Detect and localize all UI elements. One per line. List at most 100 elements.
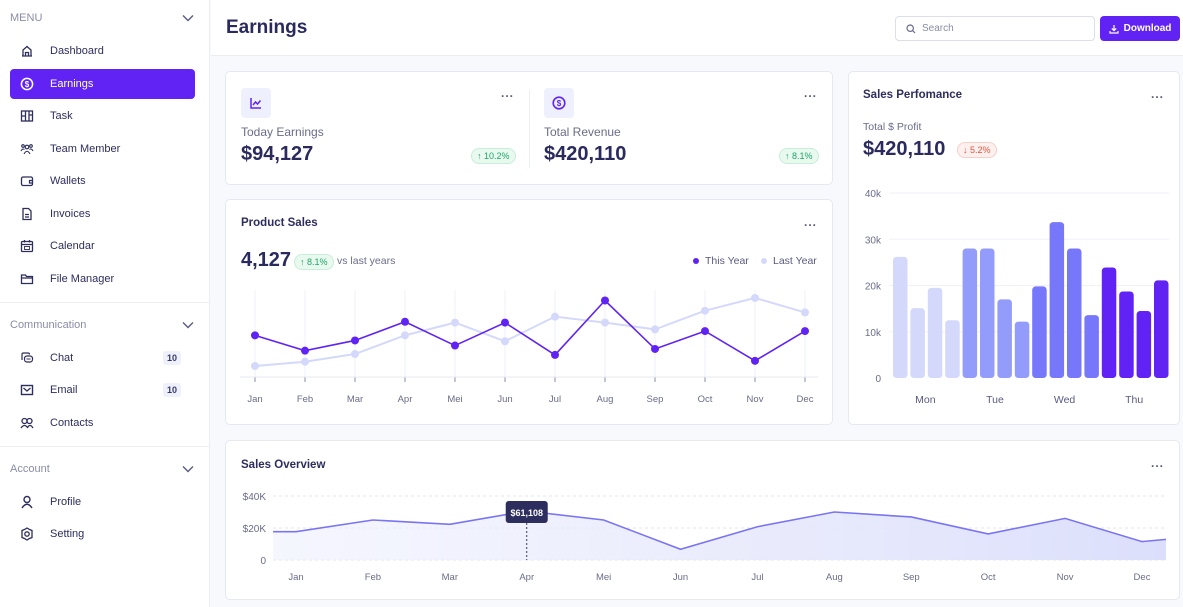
tooltip-value: $61,108 (510, 508, 543, 518)
data-point-last-year (401, 331, 409, 340)
data-point-last-year (551, 312, 559, 321)
sidebar-item-task[interactable]: Task (10, 101, 195, 131)
x-tick-label: Jan (247, 394, 262, 405)
legend-this-year-label: This Year (705, 255, 749, 267)
search-icon (906, 23, 916, 33)
sales-performance-title: Sales Perfomance (863, 89, 963, 101)
download-label: Download (1123, 23, 1172, 34)
x-tick-label: Jun (673, 572, 688, 583)
download-button[interactable]: Download (1100, 16, 1180, 41)
data-point-last-year (351, 350, 359, 359)
product-sales-title: Product Sales (241, 217, 318, 229)
sidebar-item-label: Profile (50, 495, 82, 508)
bar-tue (997, 299, 1012, 378)
today-earnings-more-button[interactable]: ... (501, 86, 515, 100)
y-tick-label: $20K (243, 524, 267, 535)
legend-last-year[interactable]: Last Year (761, 255, 817, 267)
calendar-icon (20, 239, 34, 253)
sales-overview-title: Sales Overview (241, 459, 326, 471)
x-tick-label: Mar (347, 394, 363, 405)
bar-thu (1101, 267, 1117, 378)
svg-text:$: $ (25, 80, 30, 89)
sidebar-item-chat[interactable]: Chat 10 (10, 343, 195, 373)
account-header-label: Account (10, 462, 50, 475)
product-sales-card: Product Sales ... 4,127 ↑ 8.1% vs last y… (225, 199, 833, 425)
folder-icon (20, 272, 34, 286)
sidebar-item-label: File Manager (50, 272, 115, 285)
today-earnings-value: $94,127 (241, 143, 314, 165)
data-point-this-year (351, 336, 359, 345)
profit-label: Total $ Profit (863, 121, 922, 133)
x-tick-label: Nov (1057, 572, 1074, 583)
y-tick-label: 0 (260, 556, 266, 567)
x-tick-label: Nov (747, 394, 764, 405)
y-tick-label: 20k (865, 282, 882, 293)
page-title: Earnings (226, 17, 308, 38)
sidebar-item-calendar[interactable]: Calendar (10, 231, 195, 261)
profit-value: $420,110 (863, 138, 946, 160)
bar-mon (910, 308, 925, 378)
x-tick-label: Sep (903, 572, 920, 583)
user-icon (20, 495, 34, 509)
bar-tue (980, 248, 995, 378)
sidebar-item-email[interactable]: Email 10 (10, 375, 195, 405)
chevron-down-icon[interactable] (181, 11, 195, 25)
sidebar-item-profile[interactable]: Profile (10, 487, 195, 517)
x-tick-label: Mar (442, 572, 458, 583)
x-tick-label: Aug (597, 394, 614, 405)
x-category-label: Wed (1054, 394, 1076, 406)
legend-last-year-label: Last Year (773, 255, 817, 267)
x-tick-label: Mei (447, 394, 462, 405)
communication-section-header[interactable]: Communication (0, 307, 209, 343)
legend-this-year-swatch (693, 258, 699, 264)
bar-wed (1049, 222, 1065, 378)
data-point-last-year (601, 318, 609, 327)
svg-text:$: $ (557, 99, 562, 108)
product-sales-more-button[interactable]: ... (804, 215, 818, 229)
dollar-circle-icon: $ (552, 96, 566, 110)
y-tick-label: 10k (865, 328, 882, 339)
sidebar-item-wallets[interactable]: Wallets (10, 166, 195, 196)
sidebar-item-file-manager[interactable]: File Manager (10, 264, 195, 294)
x-tick-label: Dec (797, 394, 814, 405)
sidebar-item-dashboard[interactable]: Dashboard (10, 36, 195, 66)
dollar-circle-icon: $ (20, 77, 34, 91)
sidebar-divider (0, 445, 209, 447)
wallet-icon (20, 174, 34, 188)
menu-section-header[interactable]: MENU (0, 0, 209, 36)
chevron-down-icon[interactable] (181, 318, 195, 332)
total-revenue-more-button[interactable]: ... (804, 86, 818, 100)
x-tick-label: Oct (698, 394, 713, 405)
bar-wed (1084, 315, 1099, 378)
sidebar-item-label: Calendar (50, 240, 95, 252)
series-line-sales (273, 510, 1167, 551)
legend-this-year[interactable]: This Year (693, 255, 749, 267)
account-section-header[interactable]: Account (0, 451, 209, 487)
sales-performance-chart: 0 10k 20k 30k 40k Mon Tue Wed Thu (865, 189, 1169, 406)
x-category-label: Mon (915, 394, 936, 406)
sidebar-item-contacts[interactable]: Contacts (10, 408, 195, 438)
sidebar-item-team-member[interactable]: Team Member (10, 134, 195, 164)
total-revenue-label: Total Revenue (544, 125, 621, 139)
sidebar-item-invoices[interactable]: Invoices (10, 199, 195, 229)
data-point-last-year (801, 308, 809, 317)
product-sales-change-badge: ↑ 8.1% (294, 254, 334, 270)
sidebar-item-setting[interactable]: Setting (10, 519, 195, 549)
sales-performance-more-button[interactable]: ... (1151, 87, 1165, 101)
sales-overview-more-button[interactable]: ... (1151, 456, 1165, 470)
search-input[interactable]: Search (895, 16, 1095, 41)
data-point-this-year (601, 296, 609, 305)
x-tick-label: Jul (549, 394, 561, 405)
bar-mon (927, 287, 943, 378)
profit-change-badge: ↓ 5.2% (957, 142, 997, 158)
topbar: Earnings Search Download (211, 0, 1183, 56)
x-tick-label: Feb (297, 394, 313, 405)
sidebar-item-earnings[interactable]: $ Earnings (10, 68, 195, 99)
bar-wed (1067, 248, 1082, 378)
data-point-this-year (401, 317, 409, 326)
area-fill (273, 511, 1166, 560)
data-point-this-year (301, 346, 309, 355)
chevron-down-icon[interactable] (181, 462, 195, 476)
y-tick-label: 40k (865, 189, 882, 200)
data-point-last-year (251, 361, 259, 370)
